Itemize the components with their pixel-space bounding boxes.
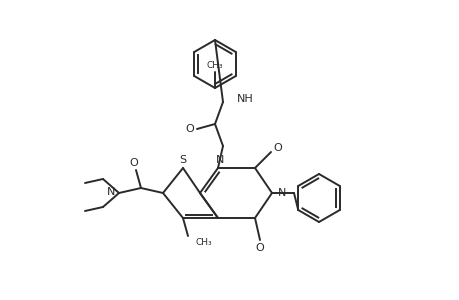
- Text: N: N: [277, 188, 285, 198]
- Text: NH: NH: [236, 94, 253, 104]
- Text: N: N: [215, 155, 224, 165]
- Text: N: N: [106, 187, 115, 197]
- Text: O: O: [185, 124, 194, 134]
- Text: S: S: [179, 155, 186, 165]
- Text: CH₃: CH₃: [206, 61, 223, 70]
- Text: O: O: [255, 243, 264, 253]
- Text: O: O: [129, 158, 138, 168]
- Text: CH₃: CH₃: [196, 238, 212, 247]
- Text: O: O: [273, 143, 282, 153]
